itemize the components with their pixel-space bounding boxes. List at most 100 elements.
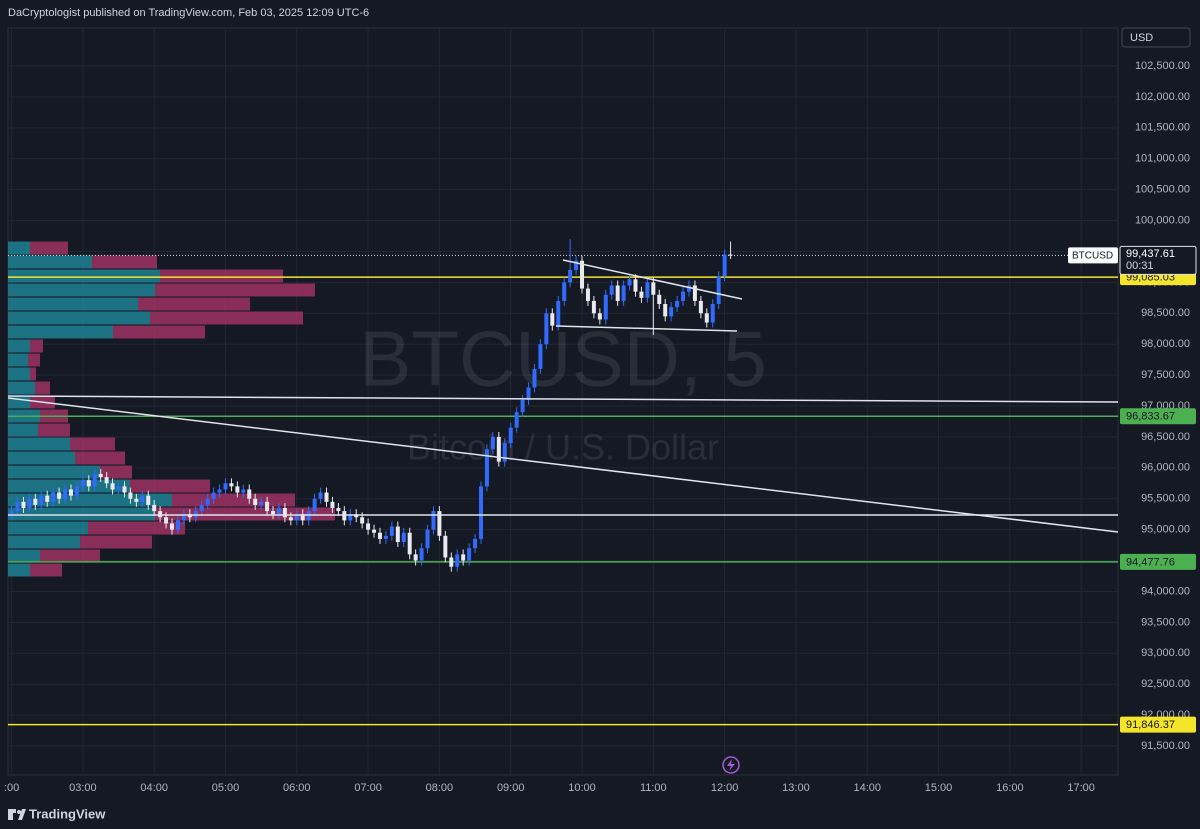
x-tick-label: 13:00 xyxy=(782,782,810,794)
candle-body xyxy=(681,291,686,301)
x-tick-label: :00 xyxy=(4,782,19,794)
candle-body xyxy=(645,282,650,298)
candle-body xyxy=(217,489,222,493)
candle-body xyxy=(484,449,489,487)
candle-body xyxy=(247,489,252,499)
profile-sell xyxy=(80,535,152,549)
profile-buy xyxy=(8,549,40,563)
candle-body xyxy=(716,276,721,305)
candle-body xyxy=(692,285,697,301)
last-price-box xyxy=(1119,245,1197,275)
candle-body xyxy=(21,501,26,509)
candle-body xyxy=(704,313,709,323)
candle-body xyxy=(211,492,216,499)
candle-body xyxy=(205,498,210,505)
x-tick-label: 04:00 xyxy=(140,782,168,794)
candle-body xyxy=(728,254,733,256)
candle-body xyxy=(312,498,317,512)
logo-mark xyxy=(8,809,16,820)
candle-body xyxy=(51,492,56,502)
profile-sell xyxy=(35,381,50,395)
candle-body xyxy=(407,532,412,555)
candle-body xyxy=(686,285,691,292)
profile-buy xyxy=(8,255,92,269)
profile-sell xyxy=(30,563,62,577)
profile-sell xyxy=(138,297,250,311)
candle-body xyxy=(164,517,169,524)
x-tick-label: 14:00 xyxy=(853,782,881,794)
candle-body xyxy=(80,480,85,487)
y-tick-label: 102,500.00 xyxy=(1135,60,1190,72)
profile-sell xyxy=(30,339,43,353)
y-tick-label: 100,500.00 xyxy=(1135,184,1190,196)
candle-body xyxy=(128,492,133,499)
candle-body xyxy=(675,300,680,308)
candle-body xyxy=(627,279,632,286)
y-tick-label: 96,000.00 xyxy=(1141,462,1190,474)
profile-buy xyxy=(8,535,80,549)
candle-body xyxy=(467,548,472,561)
profile-buy xyxy=(8,353,28,367)
candle-body xyxy=(669,307,674,317)
candle-body xyxy=(568,270,573,283)
profile-sell xyxy=(40,549,100,563)
candle-body xyxy=(633,279,638,292)
candle-body xyxy=(330,501,335,509)
candle-body xyxy=(324,492,329,502)
candle-body xyxy=(360,517,365,524)
candle-body xyxy=(33,498,38,505)
profile-buy xyxy=(8,465,100,479)
candle-body xyxy=(271,511,276,515)
candle-body xyxy=(585,288,590,301)
candle-body xyxy=(92,474,97,487)
candle-body xyxy=(152,504,157,512)
candle-body xyxy=(562,282,567,301)
profile-sell xyxy=(100,465,132,479)
candle-body xyxy=(223,483,228,490)
candle-body xyxy=(574,260,579,271)
candle-body xyxy=(609,285,614,295)
price-label-box xyxy=(1120,408,1196,425)
candle-body xyxy=(318,492,323,499)
candle-body xyxy=(663,304,668,317)
profile-sell xyxy=(150,311,303,325)
candle-body xyxy=(556,300,561,326)
candle-body xyxy=(68,489,73,496)
candle-body xyxy=(461,554,466,561)
replay-icon[interactable] xyxy=(722,756,740,774)
candle-body xyxy=(294,514,299,521)
candle-body xyxy=(383,535,388,539)
axes: 91,500.0092,000.0092,500.0093,000.0093,5… xyxy=(4,60,1197,794)
candle-body xyxy=(413,554,418,561)
y-tick-label: 93,000.00 xyxy=(1141,647,1190,659)
candle-body xyxy=(104,477,109,484)
price-label: 91,846.37 xyxy=(1126,719,1175,731)
candle-body xyxy=(449,557,454,567)
candle-body xyxy=(86,480,91,487)
candle-body xyxy=(122,486,127,493)
profile-sell xyxy=(30,241,68,255)
candle-body xyxy=(597,313,602,320)
footer-bar xyxy=(0,800,1200,829)
profile-buy xyxy=(8,507,155,521)
profile-sell xyxy=(92,255,157,269)
candle-body xyxy=(550,313,555,326)
profile-sell xyxy=(172,493,295,507)
profile-buy xyxy=(8,521,88,535)
profile-buy xyxy=(8,325,113,339)
candle-body xyxy=(253,498,258,505)
candle-body xyxy=(401,532,406,543)
candle-body xyxy=(366,523,371,530)
candle-body xyxy=(603,294,608,320)
profile-sell xyxy=(75,451,125,465)
profile-buy xyxy=(8,395,30,409)
trendline xyxy=(8,395,1118,403)
candle-body xyxy=(63,489,68,499)
trendline xyxy=(8,397,1118,533)
profile-buy xyxy=(8,297,138,311)
price-label: 96,833.67 xyxy=(1126,411,1175,423)
currency-box[interactable] xyxy=(1121,27,1191,48)
candle-body xyxy=(336,508,341,512)
profile-buy xyxy=(8,479,130,493)
candle-body xyxy=(722,254,727,277)
